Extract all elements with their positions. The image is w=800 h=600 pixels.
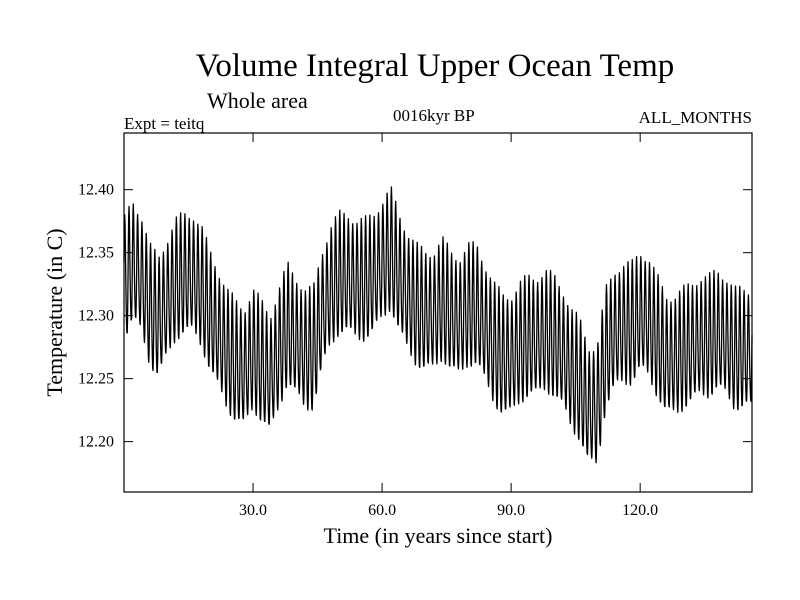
y-tick-label: 12.35 xyxy=(78,245,114,262)
axes-layer: 30.0 60.0 90.0 120.0 12.20 12.25 12.30 12.35 12.… xyxy=(78,133,752,519)
y-axis-label: Temperature (in C) xyxy=(42,228,67,396)
x-tick-label: 30.0 xyxy=(239,502,267,519)
y-tick-label: 12.20 xyxy=(78,434,114,451)
data-layer xyxy=(123,186,753,464)
x-axis-label: Time (in years since start) xyxy=(324,523,553,548)
y-tick-label: 12.25 xyxy=(78,371,114,388)
x-tick-label: 60.0 xyxy=(368,502,396,519)
months-label: ALL_MONTHS xyxy=(638,108,752,127)
series-line xyxy=(123,186,753,464)
y-tick-label: 12.40 xyxy=(78,182,114,199)
chart-title: Volume Integral Upper Ocean Temp xyxy=(195,48,675,84)
x-tick-label: 90.0 xyxy=(497,502,525,519)
y-tick-label: 12.30 xyxy=(78,308,114,325)
period-label: 0016kyr BP xyxy=(393,106,475,125)
x-tick-label: 120.0 xyxy=(622,502,658,519)
plot-frame xyxy=(123,132,753,493)
experiment-label: Expt = teitq xyxy=(124,114,205,133)
chart-subtitle: Whole area xyxy=(207,88,308,113)
